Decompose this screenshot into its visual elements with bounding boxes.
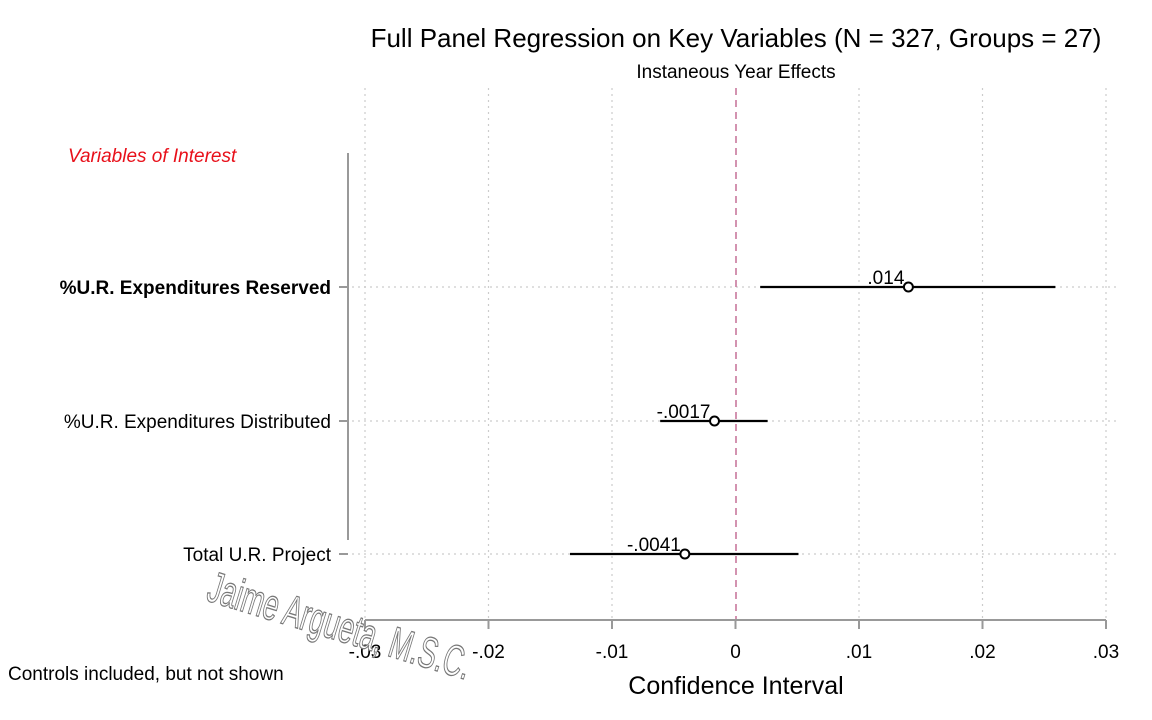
x-tick-label: 0 [730,642,741,663]
point-estimate-marker [902,281,914,293]
category-ticks [339,286,348,555]
footnote: Controls included, but not shown [8,664,284,685]
x-tick-label: .03 [1093,642,1119,663]
x-tick-label: -.01 [596,642,629,663]
point-estimate-marker [679,548,691,560]
point-estimate-label: .014 [867,268,904,289]
x-tick-label: -.02 [472,642,505,663]
point-estimate-label: -.0041 [627,535,681,556]
category-label: Total U.R. Project [183,545,332,566]
data-labels: .014 -.0017 -.0041 [627,268,905,556]
point-markers [679,281,914,560]
x-tick-label: .02 [969,642,995,663]
x-ticks: -.03 -.02 -.01 0 .01 .02 .03 [349,620,1119,663]
x-tick-label: -.03 [349,642,382,663]
point-estimate-marker [709,415,721,427]
category-label: %U.R. Expenditures Distributed [64,412,331,433]
category-labels: %U.R. Expenditures Reserved %U.R. Expendi… [60,278,332,566]
chart-title: Full Panel Regression on Key Variables (… [371,23,1102,53]
chart-subtitle: Instaneous Year Effects [636,62,835,83]
x-axis-title: Confidence Interval [628,672,843,700]
x-tick-label: .01 [846,642,872,663]
category-label: %U.R. Expenditures Reserved [60,278,331,299]
section-label: Variables of Interest [68,146,237,167]
point-estimate-label: -.0017 [657,402,711,423]
